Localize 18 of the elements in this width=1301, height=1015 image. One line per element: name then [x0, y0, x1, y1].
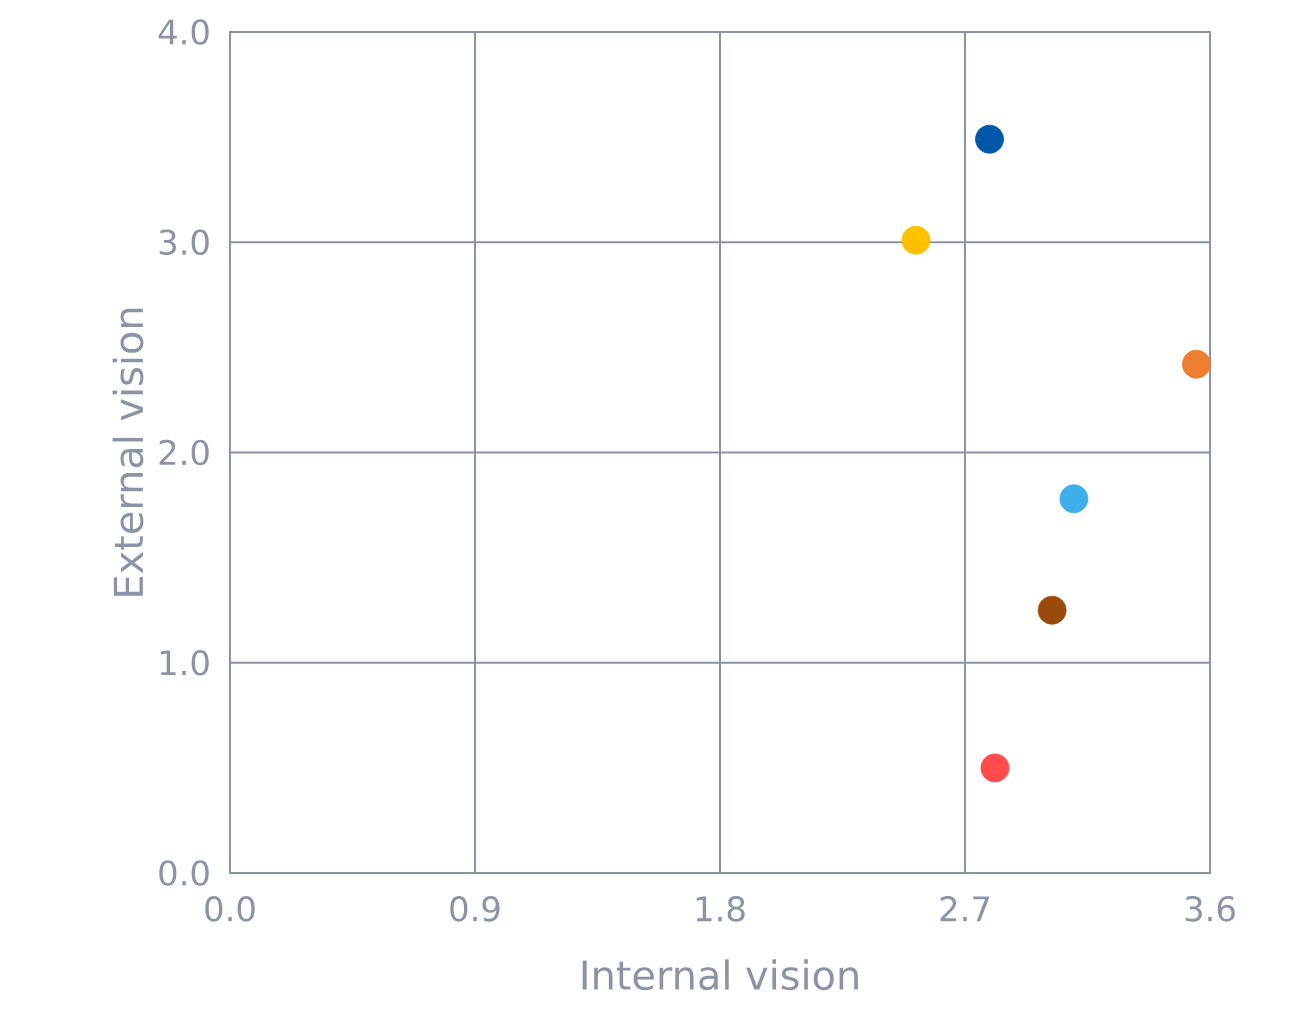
point — [901, 225, 931, 255]
point — [1037, 595, 1067, 625]
y-axis-title: External vision — [112, 308, 144, 596]
point — [1059, 484, 1089, 514]
x-tick-label: 3.6 — [1185, 896, 1235, 922]
x-tick-label: 0.0 — [205, 896, 255, 922]
point — [975, 124, 1004, 154]
y-tick-label: 3.0 — [159, 229, 209, 256]
x-tick-label: 0.9 — [450, 896, 500, 922]
y-tick-label: 1.0 — [160, 649, 209, 676]
point — [1182, 349, 1211, 379]
y-tick-label: 4.0 — [158, 19, 209, 45]
x-tick-label: 2.7 — [940, 896, 990, 922]
x-axis-title: Internal vision — [582, 959, 858, 991]
y-tick-label: 2.0 — [159, 439, 209, 466]
x-tick-label: 1.8 — [696, 896, 745, 922]
point — [980, 753, 1010, 783]
y-tick-label: 0.0 — [159, 860, 209, 886]
